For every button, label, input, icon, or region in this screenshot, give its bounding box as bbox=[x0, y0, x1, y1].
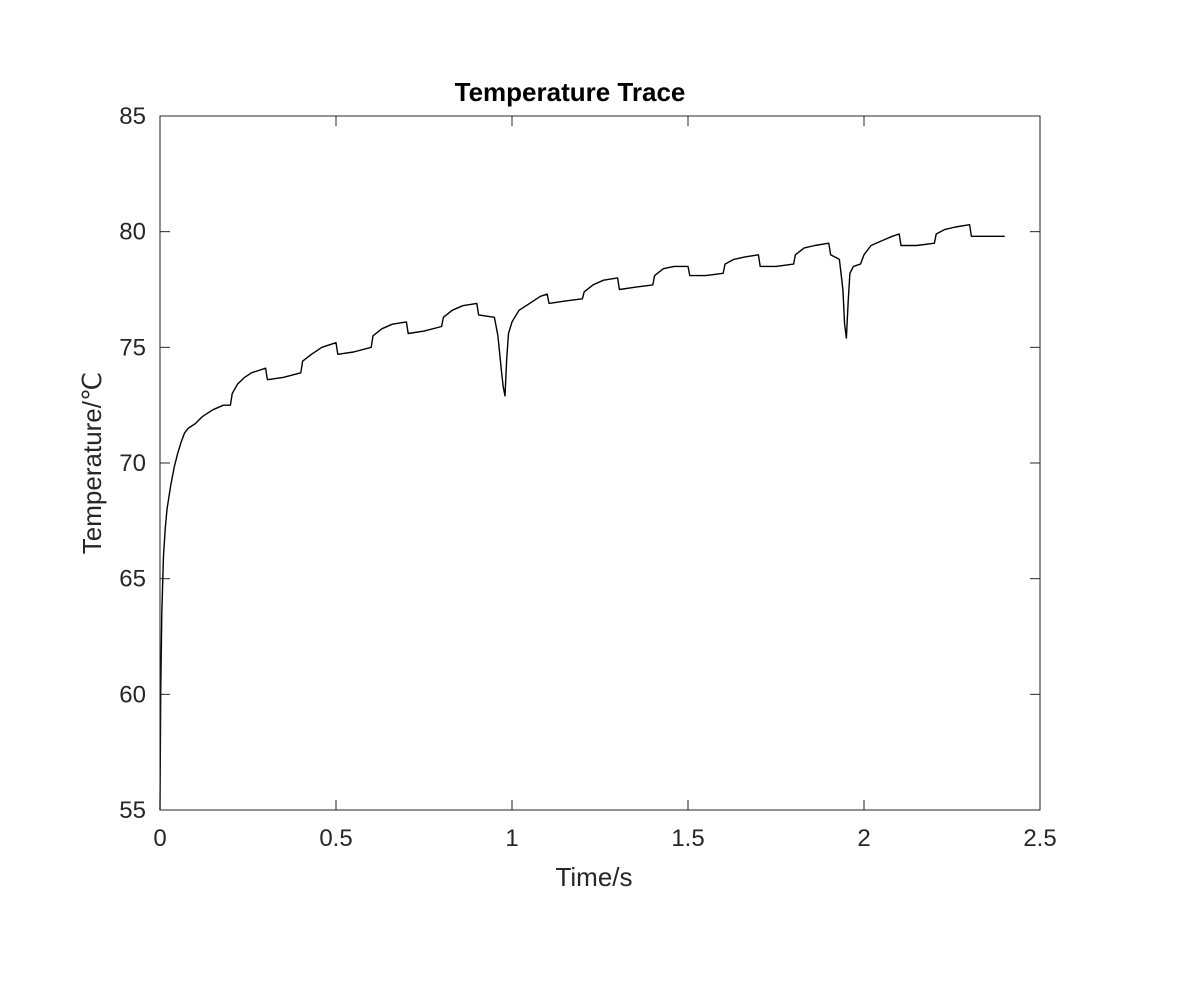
y-tick-label: 65 bbox=[119, 566, 146, 593]
y-tick-label: 85 bbox=[119, 103, 146, 130]
x-tick-label: 1.5 bbox=[671, 825, 704, 852]
chart-title: Temperature Trace bbox=[455, 77, 686, 107]
y-tick-label: 75 bbox=[119, 334, 146, 361]
y-axis-label: Temperature/℃ bbox=[77, 372, 107, 554]
y-tick-label: 70 bbox=[119, 450, 146, 477]
x-tick-label: 1 bbox=[505, 825, 518, 852]
plot-area bbox=[160, 116, 1040, 810]
y-tick-label: 55 bbox=[119, 797, 146, 824]
x-tick-label: 2.5 bbox=[1023, 825, 1056, 852]
axes-box bbox=[159, 115, 1041, 811]
ticks-layer: 0 0.5 1 1.5 2 2.5 55 60 65 70 75 80 85 bbox=[119, 103, 1056, 852]
series-layer bbox=[159, 223, 1005, 811]
y-tick-label: 80 bbox=[119, 219, 146, 246]
x-tick-label: 2 bbox=[857, 825, 870, 852]
x-tick-label: 0 bbox=[153, 825, 166, 852]
x-axis-label: Time/s bbox=[555, 862, 632, 892]
y-tick-label: 60 bbox=[119, 681, 146, 708]
x-tick-label: 0.5 bbox=[319, 825, 352, 852]
temperature-line bbox=[159, 223, 1005, 811]
